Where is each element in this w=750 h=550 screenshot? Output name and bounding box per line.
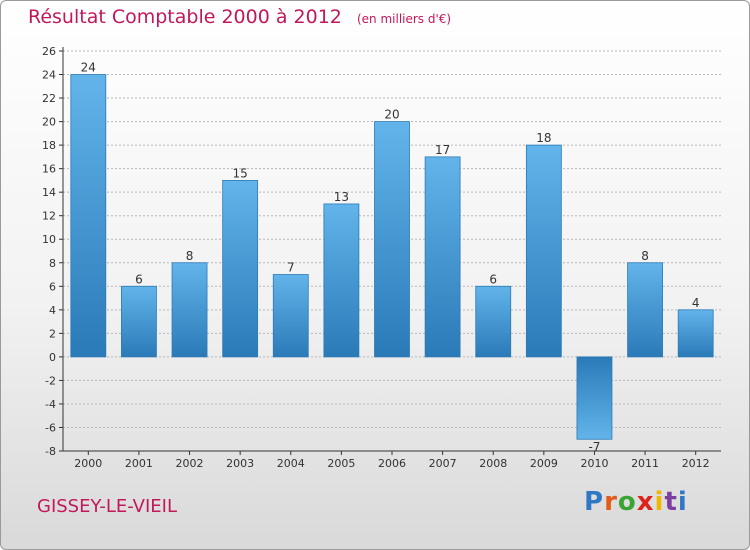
y-tick-label: 0 (49, 351, 56, 364)
data-label-2005: 13 (334, 190, 349, 204)
bar-2003 (222, 180, 259, 358)
chart-title-unit: (en milliers d'€) (356, 12, 452, 26)
chart-title: Résultat Comptable 2000 à 2012 (en milli… (28, 6, 451, 28)
chart-title-main: Résultat Comptable 2000 à 2012 (28, 6, 342, 28)
bar-2007 (424, 156, 461, 358)
y-tick-label: 20 (42, 116, 56, 129)
bar-2005 (323, 203, 360, 358)
x-tick-label: 2002 (176, 457, 204, 470)
y-tick-label: -4 (45, 398, 56, 411)
logo-letter: i (677, 487, 688, 517)
y-tick-label: 10 (42, 233, 56, 246)
y-tick-label: 8 (49, 257, 56, 270)
y-tick-label: 4 (49, 304, 56, 317)
y-tick-label: 2 (49, 327, 56, 340)
x-tick-label: 2008 (479, 457, 507, 470)
proxiti-logo[interactable]: Proxiti (584, 487, 688, 517)
logo-letter: t (664, 487, 678, 517)
x-tick-label: 2007 (429, 457, 457, 470)
bar-2002 (171, 262, 208, 358)
data-label-2011: 8 (641, 249, 649, 263)
data-label-2008: 6 (489, 272, 497, 286)
data-label-2007: 17 (435, 143, 450, 157)
y-tick-label: 18 (42, 139, 56, 152)
bar-2004 (272, 274, 309, 358)
x-tick-label: 2011 (631, 457, 659, 470)
x-tick-label: 2012 (682, 457, 710, 470)
y-tick-label: 14 (42, 186, 56, 199)
x-tick-label: 2005 (327, 457, 355, 470)
bar-2009 (525, 144, 562, 358)
data-label-2003: 15 (233, 166, 248, 180)
x-tick-label: 2006 (378, 457, 406, 470)
bar-2006 (374, 121, 410, 358)
bar-2000 (70, 74, 107, 358)
x-tick-label: 2009 (530, 457, 558, 470)
data-label-2001: 6 (135, 272, 143, 286)
bar-2010 (576, 356, 613, 440)
y-tick-label: 22 (42, 92, 56, 105)
data-label-2000: 24 (81, 61, 96, 75)
y-tick-label: -2 (45, 374, 56, 387)
data-label-2004: 7 (287, 261, 295, 275)
y-tick-label: 24 (42, 69, 56, 82)
commune-name: GISSEY-LE-VIEIL (37, 496, 178, 517)
logo-letter: r (604, 487, 618, 517)
bar-2011 (627, 262, 663, 358)
x-tick-label: 2003 (226, 457, 254, 470)
bar-2001 (121, 285, 157, 358)
y-tick-label: -8 (45, 445, 56, 458)
x-tick-label: 2000 (74, 457, 102, 470)
logo-letter: x (636, 487, 655, 517)
y-tick-label: 12 (42, 210, 56, 223)
data-label-2006: 20 (384, 108, 399, 122)
logo-letter: P (584, 487, 605, 517)
logo-letter: i (654, 487, 665, 517)
x-tick-label: 2010 (580, 457, 608, 470)
y-tick-label: -6 (45, 421, 56, 434)
logo-letter: o (617, 487, 637, 517)
y-tick-label: 16 (42, 163, 56, 176)
x-tick-label: 2001 (125, 457, 153, 470)
y-tick-label: 6 (49, 280, 56, 293)
data-label-2012: 4 (692, 296, 700, 310)
data-label-2009: 18 (536, 131, 551, 145)
data-label-2002: 8 (186, 249, 194, 263)
bar-2008 (475, 285, 512, 358)
data-label-2010: -7 (588, 440, 600, 454)
x-tick-label: 2004 (277, 457, 305, 470)
bar-2012 (677, 309, 714, 358)
y-tick-label: 26 (42, 45, 56, 58)
